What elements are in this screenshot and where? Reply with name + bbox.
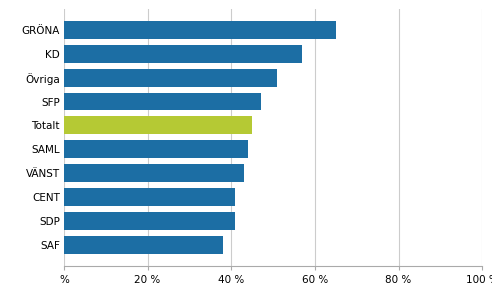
Bar <box>64 212 236 230</box>
Bar <box>64 236 223 254</box>
Bar <box>64 21 336 39</box>
Bar <box>64 45 302 63</box>
Bar <box>64 140 248 158</box>
Bar <box>64 92 261 111</box>
Bar <box>64 117 252 134</box>
Bar <box>64 188 236 206</box>
Bar <box>64 164 244 182</box>
Bar <box>64 69 277 87</box>
